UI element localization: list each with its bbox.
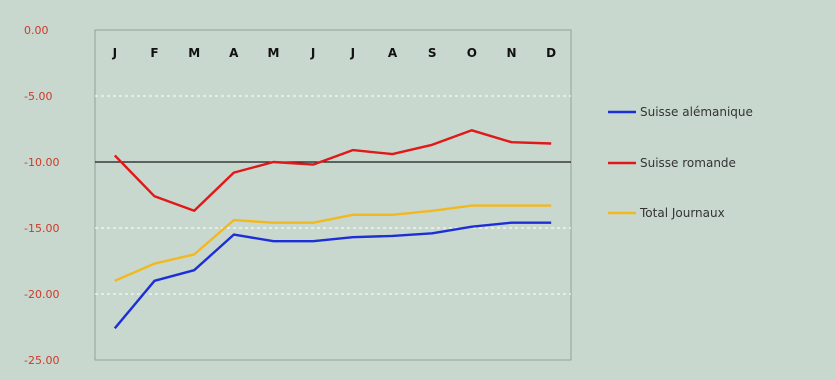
legend-label: Suisse romande — [640, 156, 736, 170]
legend: Suisse alémanique Suisse romande Total Jou… — [608, 105, 753, 220]
y-tick-label: -10.00 — [24, 156, 59, 169]
x-tick-label: M — [188, 46, 200, 60]
y-tick-label: -5.00 — [24, 90, 52, 103]
legend-label: Total Journaux — [639, 206, 725, 220]
x-tick-label: A — [388, 46, 398, 60]
legend-label: Suisse alémanique — [640, 105, 753, 119]
plot-area — [94, 29, 572, 361]
series-line-0 — [113, 221, 552, 330]
x-tick-label: M — [268, 46, 280, 60]
y-tick-label: 0.00 — [24, 24, 49, 37]
gridlines — [95, 95, 571, 295]
x-tick-label: O — [467, 46, 477, 60]
x-tick-label: J — [112, 46, 117, 60]
y-axis-ticks: 0.00 -5.00 -10.00 -15.00 -20.00 -25.00 — [24, 24, 59, 367]
x-tick-label: F — [150, 46, 158, 60]
x-tick-label: A — [229, 46, 239, 60]
x-tick-label: J — [310, 46, 315, 60]
x-tick-label: J — [350, 46, 355, 60]
y-tick-label: -15.00 — [24, 222, 59, 235]
y-tick-label: -20.00 — [24, 288, 59, 301]
x-tick-label: N — [506, 46, 516, 60]
series-line-1 — [113, 129, 552, 213]
x-tick-label: D — [546, 46, 556, 60]
series-group — [113, 129, 552, 330]
series-line-2 — [114, 204, 552, 282]
x-tick-label: S — [428, 46, 437, 60]
y-tick-label: -25.00 — [24, 354, 59, 367]
